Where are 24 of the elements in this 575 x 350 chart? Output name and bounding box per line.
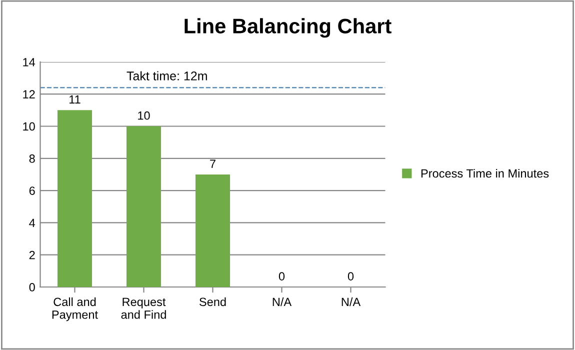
legend-label: Process Time in Minutes bbox=[421, 168, 549, 178]
y-tick-label: 14 bbox=[23, 58, 36, 66]
y-tick-label: 8 bbox=[29, 154, 35, 163]
data-label: 11 bbox=[70, 95, 80, 104]
bar bbox=[126, 126, 161, 287]
bar bbox=[58, 110, 92, 287]
chart-title: Line Balancing Chart bbox=[184, 18, 392, 38]
x-tick-label: N/A bbox=[272, 297, 292, 306]
data-label: 0 bbox=[278, 272, 285, 280]
bar bbox=[196, 174, 230, 287]
y-tick-label: 10 bbox=[23, 122, 35, 131]
y-tick-label: 12 bbox=[23, 90, 35, 98]
x-tick-label: Call and Payment bbox=[52, 297, 98, 322]
x-tick-label: N/A bbox=[342, 297, 361, 306]
data-label: 7 bbox=[210, 160, 216, 168]
ref-line-label: Takt time: 12m bbox=[126, 71, 207, 80]
y-tick-label: 4 bbox=[29, 218, 36, 227]
data-label: 10 bbox=[138, 111, 150, 120]
y-tick-label: 0 bbox=[29, 283, 35, 292]
x-tick-label: Send bbox=[200, 297, 226, 306]
x-tick-label: Request and Find bbox=[121, 298, 166, 319]
y-tick-label: 6 bbox=[29, 186, 35, 195]
data-label: 0 bbox=[348, 272, 354, 280]
y-tick-label: 2 bbox=[29, 250, 35, 260]
